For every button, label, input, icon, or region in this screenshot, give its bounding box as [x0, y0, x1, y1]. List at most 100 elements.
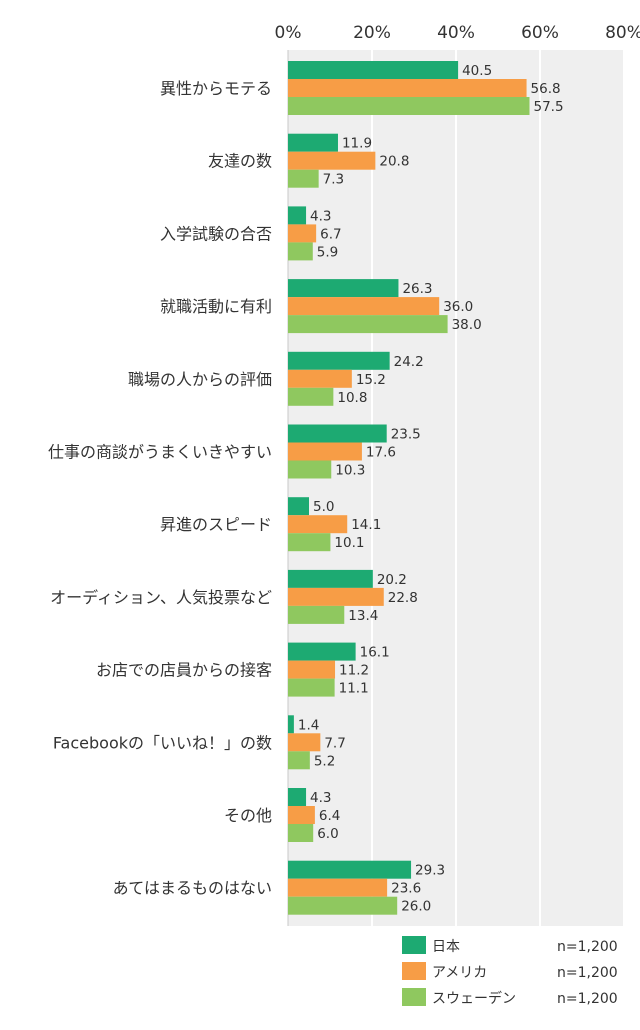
bar — [288, 242, 313, 261]
legend-sample-size: n=1,200 — [557, 991, 618, 1007]
bar — [288, 61, 459, 79]
legend-swatch — [402, 962, 426, 980]
bar — [288, 660, 336, 679]
data-label: 57.5 — [534, 99, 564, 115]
data-label: 24.2 — [394, 354, 424, 370]
data-label: 7.7 — [324, 735, 345, 751]
data-label: 1.4 — [298, 717, 319, 733]
bar — [288, 587, 384, 606]
bar — [288, 442, 362, 461]
category-label: 異性からモテる — [160, 79, 272, 98]
data-label: 5.2 — [314, 753, 335, 769]
data-label: 29.3 — [415, 863, 445, 879]
legend-series-name: スウェーデン — [432, 990, 516, 1007]
category-label: その他 — [224, 806, 272, 825]
data-label: 10.1 — [334, 535, 364, 551]
bar — [288, 460, 332, 479]
plot-area — [287, 50, 625, 926]
legend-swatch — [402, 988, 426, 1006]
x-tick-label: 60% — [521, 23, 559, 43]
legend-sample-size: n=1,200 — [557, 965, 618, 981]
bar — [288, 733, 321, 752]
x-tick-label: 20% — [353, 23, 391, 43]
data-label: 20.8 — [379, 154, 409, 170]
data-label: 36.0 — [443, 299, 473, 315]
data-label: 23.6 — [391, 881, 421, 897]
data-label: 4.3 — [310, 208, 331, 224]
data-label: 14.1 — [351, 517, 381, 533]
bar — [288, 133, 338, 152]
data-label: 16.1 — [360, 645, 390, 661]
bar — [288, 824, 314, 842]
data-label: 13.4 — [348, 608, 378, 624]
bar — [288, 788, 307, 806]
bar — [288, 279, 399, 298]
category-label: Facebookの「いいね！」の数 — [53, 733, 272, 752]
data-label: 38.0 — [452, 317, 482, 333]
x-axis: 0% 20% 40% 60% 80% — [275, 23, 640, 43]
category-label: 仕事の商談がうまくいきやすい — [48, 443, 272, 462]
bar — [288, 715, 294, 734]
bar — [288, 896, 398, 915]
data-label: 11.9 — [342, 136, 372, 152]
bar — [288, 151, 376, 170]
data-label: 20.2 — [377, 572, 407, 588]
category-label: 昇進のスピード — [160, 515, 272, 534]
data-label: 56.8 — [531, 81, 561, 97]
legend-series-name: アメリカ — [432, 965, 487, 981]
data-label: 4.3 — [310, 790, 331, 806]
x-tick-label: 0% — [275, 23, 302, 43]
bar — [288, 369, 352, 388]
bar — [288, 169, 319, 188]
legend: 日本 n=1,200 アメリカ n=1,200 スウェーデン n=1,200 — [402, 936, 618, 1007]
bar — [288, 206, 307, 225]
value-labels: 40.5 56.8 57.5 11.9 20.8 7.3 4.3 6.7 5.9 26.3 36.0… — [298, 63, 564, 915]
bar — [288, 387, 334, 406]
bar — [288, 224, 317, 243]
category-label: お店での店員からの接客 — [96, 661, 272, 680]
data-label: 6.7 — [320, 226, 341, 242]
bars — [288, 61, 530, 915]
bar — [288, 79, 527, 97]
data-label: 11.2 — [339, 663, 369, 679]
bar — [288, 569, 373, 588]
category-label: あてはまるものはない — [113, 879, 272, 898]
bar — [288, 605, 345, 624]
data-label: 17.6 — [366, 445, 396, 461]
data-label: 26.3 — [402, 281, 432, 297]
data-label: 40.5 — [462, 63, 492, 79]
bar — [288, 424, 387, 443]
data-label: 26.0 — [401, 899, 431, 915]
category-label: 友達の数 — [208, 152, 272, 171]
legend-series-name: 日本 — [432, 939, 460, 955]
bar — [288, 806, 315, 824]
bar — [288, 351, 390, 370]
data-label: 5.9 — [317, 244, 338, 260]
data-label: 15.2 — [356, 372, 386, 388]
data-label: 22.8 — [388, 590, 418, 606]
data-label: 10.3 — [335, 463, 365, 479]
bar — [288, 642, 356, 661]
data-label: 7.3 — [323, 172, 344, 188]
bar — [288, 878, 388, 897]
bar — [288, 678, 335, 697]
category-label: オーディション、人気投票など — [50, 588, 272, 607]
data-label: 10.8 — [337, 390, 367, 406]
bar — [288, 515, 348, 534]
data-label: 23.5 — [391, 427, 421, 443]
data-label: 6.0 — [317, 826, 338, 842]
bar — [288, 533, 331, 552]
data-label: 11.1 — [339, 681, 369, 697]
data-label: 6.4 — [319, 808, 340, 824]
category-label: 職場の人からの評価 — [128, 370, 272, 389]
legend-swatch — [402, 936, 426, 954]
data-label: 5.0 — [313, 499, 334, 515]
bar — [288, 751, 310, 770]
bar — [288, 297, 440, 316]
category-label: 就職活動に有利 — [160, 297, 272, 316]
bar — [288, 860, 412, 879]
x-tick-label: 80% — [605, 23, 640, 43]
x-tick-label: 40% — [437, 23, 475, 43]
bar — [288, 315, 448, 334]
